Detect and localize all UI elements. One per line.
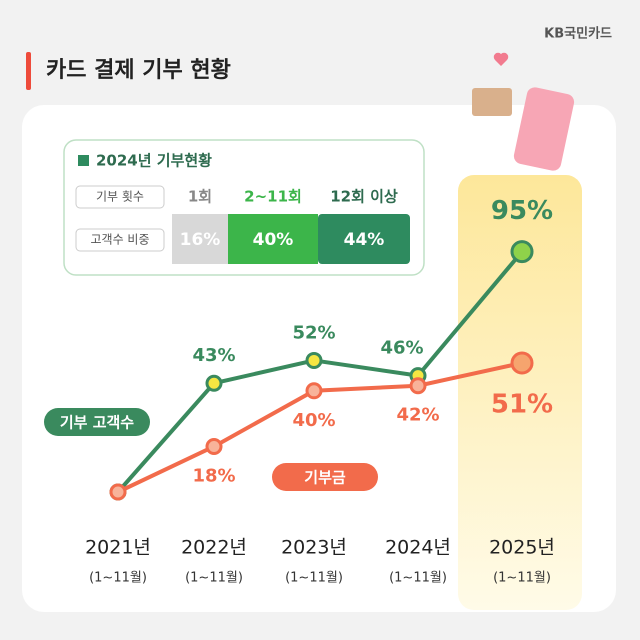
x-tick-label: 2024년 bbox=[385, 537, 451, 559]
data-label: 42% bbox=[396, 405, 439, 426]
data-label: 40% bbox=[292, 410, 335, 431]
data-label: 43% bbox=[192, 345, 235, 366]
title-bar bbox=[26, 52, 31, 90]
cell: 12회 이상 bbox=[330, 188, 398, 206]
data-label: 51% bbox=[491, 389, 553, 419]
cell: 44% bbox=[344, 230, 385, 250]
data-point bbox=[305, 351, 323, 369]
legend-badge bbox=[44, 408, 150, 436]
chart-title: 카드 결제 기부 현황 bbox=[46, 58, 231, 83]
cell: 2~11회 bbox=[244, 188, 302, 206]
row-label: 기부 횟수 bbox=[96, 190, 144, 204]
inset: 2024년 기부현황 bbox=[63, 139, 425, 276]
cell: 16% bbox=[180, 230, 221, 250]
data-point bbox=[305, 382, 323, 400]
data-point bbox=[510, 240, 534, 264]
legend-label: 기부 고객수 bbox=[60, 414, 134, 432]
inset-title: 2024년 기부현황 bbox=[96, 152, 212, 170]
data-point bbox=[109, 483, 127, 501]
data-label: 46% bbox=[380, 338, 423, 359]
x-tick-label: 2023년 bbox=[281, 537, 347, 559]
highlight-column bbox=[458, 175, 582, 610]
illustration bbox=[472, 52, 575, 171]
x-tick-sublabel: (1~11월) bbox=[285, 571, 343, 586]
data-label: 18% bbox=[192, 465, 235, 486]
x-tick-sublabel: (1~11월) bbox=[185, 571, 243, 586]
x-tick-label: 2021년 bbox=[85, 537, 151, 559]
brand-logo: KB국민카드 bbox=[544, 26, 612, 42]
data-label: 95% bbox=[491, 196, 553, 226]
data-point bbox=[510, 351, 534, 375]
legend-label: 기부금 bbox=[304, 469, 346, 487]
x-tick-sublabel: (1~11월) bbox=[493, 571, 551, 586]
cell: 40% bbox=[253, 230, 294, 250]
row-label: 고객수 비중 bbox=[90, 233, 149, 247]
data-point bbox=[409, 377, 427, 395]
data-label: 52% bbox=[292, 322, 335, 343]
x-tick-sublabel: (1~11월) bbox=[389, 571, 447, 586]
x-tick-sublabel: (1~11월) bbox=[89, 571, 147, 586]
data-point bbox=[205, 437, 223, 455]
data-point bbox=[205, 374, 223, 392]
x-tick-label: 2022년 bbox=[181, 537, 247, 559]
cell: 1회 bbox=[188, 188, 212, 206]
x-tick-label: 2025년 bbox=[489, 537, 555, 559]
legend-badge bbox=[272, 463, 378, 491]
